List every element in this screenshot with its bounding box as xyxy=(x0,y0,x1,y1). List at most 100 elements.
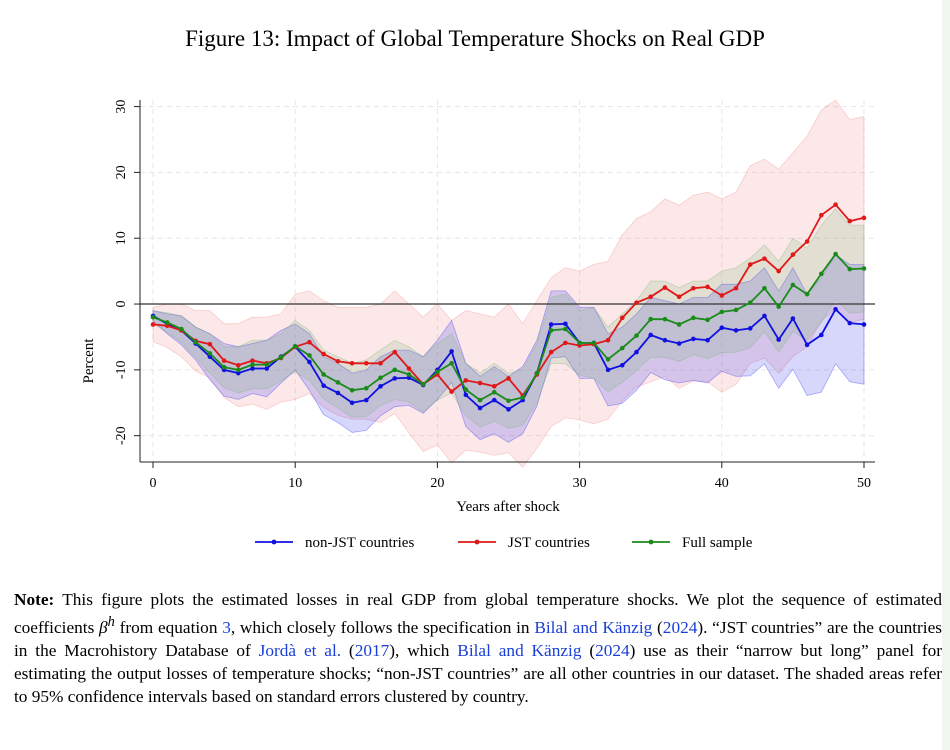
data-point xyxy=(591,340,597,346)
beta-symbol: β xyxy=(99,617,108,637)
data-point xyxy=(506,398,511,404)
data-point xyxy=(335,380,341,385)
legend-marker xyxy=(474,539,480,545)
data-point xyxy=(307,339,312,345)
data-point xyxy=(662,316,668,322)
data-point xyxy=(364,385,369,391)
data-point xyxy=(847,266,853,272)
data-point xyxy=(477,397,483,403)
data-point xyxy=(548,349,554,355)
data-point xyxy=(648,316,653,322)
citation-link-jorda[interactable]: Jordà et al. xyxy=(258,640,342,660)
note-label: Note: xyxy=(14,590,55,609)
data-point xyxy=(776,268,781,274)
legend-marker xyxy=(648,539,654,545)
data-point xyxy=(164,323,170,329)
data-point xyxy=(719,309,725,315)
data-point xyxy=(506,407,511,412)
data-point xyxy=(691,336,696,342)
data-point xyxy=(833,202,838,207)
data-point xyxy=(406,366,412,371)
data-point xyxy=(705,317,710,323)
citation-year-link[interactable]: 2024 xyxy=(595,640,630,660)
data-point xyxy=(861,266,867,271)
data-point xyxy=(804,239,810,244)
note-text: from equation xyxy=(114,617,223,637)
data-point xyxy=(648,332,653,338)
data-point xyxy=(392,367,398,373)
data-point xyxy=(747,300,753,306)
data-point xyxy=(364,360,369,366)
data-point xyxy=(392,349,398,355)
data-point xyxy=(221,358,227,363)
data-point xyxy=(662,285,668,290)
data-point xyxy=(491,384,497,389)
data-point xyxy=(762,313,767,319)
data-point xyxy=(605,357,611,362)
data-point xyxy=(563,326,568,332)
y-tick-label: 0 xyxy=(114,301,129,308)
data-point xyxy=(236,362,241,368)
y-axis-label: Percent xyxy=(81,338,97,384)
figure-note: Note: This figure plots the estimated lo… xyxy=(14,588,942,708)
citation-year-link[interactable]: 2024 xyxy=(662,617,698,637)
y-tick-label: -20 xyxy=(114,426,129,445)
data-point xyxy=(520,395,526,400)
data-point xyxy=(221,364,227,370)
data-point xyxy=(747,262,753,267)
data-point xyxy=(819,212,824,218)
data-point xyxy=(250,362,255,367)
data-point xyxy=(776,337,781,342)
confidence-band xyxy=(152,99,865,468)
x-tick-label: 40 xyxy=(715,476,729,491)
y-tick-label: 10 xyxy=(114,231,129,245)
data-point xyxy=(349,387,355,393)
data-point xyxy=(790,252,796,257)
y-tick-label: 20 xyxy=(114,165,129,179)
data-point xyxy=(833,307,838,312)
data-point xyxy=(179,326,184,332)
confidence-bands xyxy=(152,99,865,468)
data-point xyxy=(449,389,454,394)
data-point xyxy=(349,400,355,406)
data-point xyxy=(861,322,867,327)
data-point xyxy=(804,342,810,348)
data-point xyxy=(705,284,710,290)
data-point xyxy=(563,321,568,327)
data-point xyxy=(691,315,696,321)
data-point xyxy=(307,353,312,358)
citation-year-link[interactable]: 2017 xyxy=(354,640,390,660)
y-tick-label: 30 xyxy=(114,100,129,114)
data-point xyxy=(577,340,582,346)
series-lines xyxy=(150,202,867,412)
note-text: ), which xyxy=(389,640,458,660)
x-tick-label: 10 xyxy=(288,476,302,491)
data-point xyxy=(321,372,326,377)
beta-superscript: h xyxy=(107,614,115,630)
data-point xyxy=(477,380,483,386)
data-point xyxy=(335,390,341,396)
note-text: ). “JST countries” are the countries in … xyxy=(14,617,943,660)
data-point xyxy=(762,285,767,291)
line-chart: -20 -10 0 10 20 30 0 10 20 30 40 50 Years after sho… xyxy=(81,99,875,551)
legend: non-JST countries JST countries Full sampl… xyxy=(255,535,753,551)
data-point xyxy=(847,320,853,326)
data-point xyxy=(676,322,682,327)
equation-link[interactable]: 3 xyxy=(222,617,231,637)
data-point xyxy=(819,271,824,277)
note-text: ) use as their “narrow but long” panel f… xyxy=(14,640,943,706)
data-point xyxy=(207,341,213,347)
x-tick-label: 30 xyxy=(573,476,587,491)
citation-link-bilal-kanzig[interactable]: Bilal and Känzig xyxy=(457,640,582,660)
data-point xyxy=(406,372,412,377)
data-point xyxy=(164,320,170,325)
x-tick-label: 50 xyxy=(857,476,871,491)
data-point xyxy=(250,366,255,371)
x-tick-label: 0 xyxy=(150,476,157,491)
note-text: , which closely follows the specificatio… xyxy=(230,617,535,637)
citation-link-bilal-kanzig[interactable]: Bilal and Känzig xyxy=(534,617,653,637)
data-point xyxy=(321,383,326,388)
data-point xyxy=(449,360,454,366)
data-point xyxy=(847,218,853,224)
data-point xyxy=(264,362,270,367)
